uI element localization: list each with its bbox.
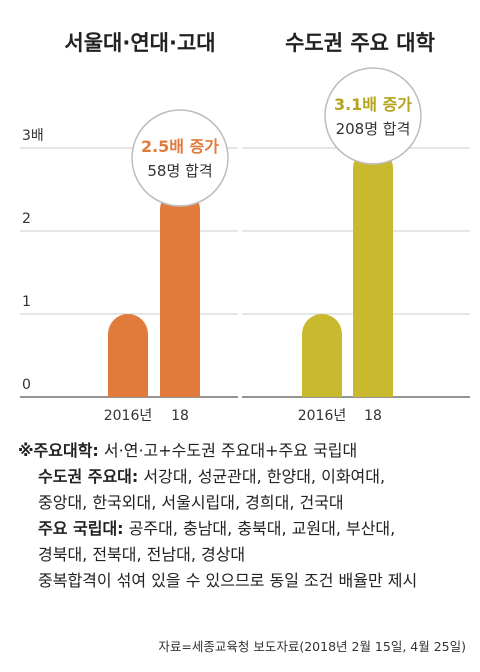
callout-headline-1: 3.1배 증가 [334, 95, 412, 114]
notes-national-text: 공주대, 충남대, 충북대, 교원대, 부산대, [123, 519, 396, 538]
bar-0-1 [160, 189, 200, 397]
y-tick-label-2: 2 [22, 211, 31, 227]
x-tick-label-0-0: 2016년 [104, 408, 153, 424]
notes-capital-line-2: 중앙대, 한국외대, 서울시립대, 경희대, 건국대 [38, 493, 344, 512]
notes-national-line: 주요 국립대: 공주대, 충남대, 충북대, 교원대, 부산대, [18, 516, 468, 542]
callout-circle-1 [324, 67, 422, 165]
notes-main-text: 서·연·고+수도권 주요대+주요 국립대 [98, 441, 358, 460]
callout-sub-1: 208명 합격 [336, 120, 411, 138]
bar-chart: 0 1 2 3배 서울대·연대·고대 2016년 18 2.5배 증가 58명 합격 수도권 주요… [20, 31, 470, 424]
notes-national-label: 주요 국립대: [38, 519, 124, 538]
notes-main-label: ※주요대학: [18, 441, 99, 460]
notes-capital-line: 수도권 주요대: 서강대, 성균관대, 한양대, 이화여대, [18, 464, 468, 490]
panel-title-0: 서울대·연대·고대 [64, 31, 215, 55]
notes-capital-text: 서강대, 성균관대, 한양대, 이화여대, [138, 467, 386, 486]
callout-circle-0 [131, 109, 229, 207]
callout-sub-0: 58명 합격 [147, 162, 212, 180]
bar-0-0 [108, 314, 148, 397]
notes-main-line: ※주요대학: 서·연·고+수도권 주요대+주요 국립대 [18, 438, 468, 464]
x-tick-label-0-1: 18 [171, 408, 189, 424]
y-tick-label-0: 0 [22, 377, 31, 393]
bar-1-0 [302, 314, 342, 397]
bar-1-1 [353, 148, 393, 397]
notes-national-line-2: 경북대, 전북대, 전남대, 경상대 [38, 545, 246, 564]
y-tick-label-1: 1 [22, 294, 31, 310]
x-tick-label-1-1: 18 [364, 408, 382, 424]
y-tick-label-3: 3배 [22, 128, 44, 144]
panel-title-1: 수도권 주요 대학 [285, 31, 435, 55]
notes-duplicate-line: 중복합격이 섞여 있을 수 있으므로 동일 조건 배율만 제시 [38, 571, 418, 590]
callout-headline-0: 2.5배 증가 [141, 137, 219, 156]
chart-notes: ※주요대학: 서·연·고+수도권 주요대+주요 국립대 수도권 주요대: 서강대… [18, 438, 468, 594]
x-tick-label-1-0: 2016년 [298, 408, 347, 424]
notes-capital-label: 수도권 주요대: [38, 467, 139, 486]
source-credit: 자료=세종교육청 보도자료(2018년 2월 15일, 4월 25일) [158, 639, 466, 654]
